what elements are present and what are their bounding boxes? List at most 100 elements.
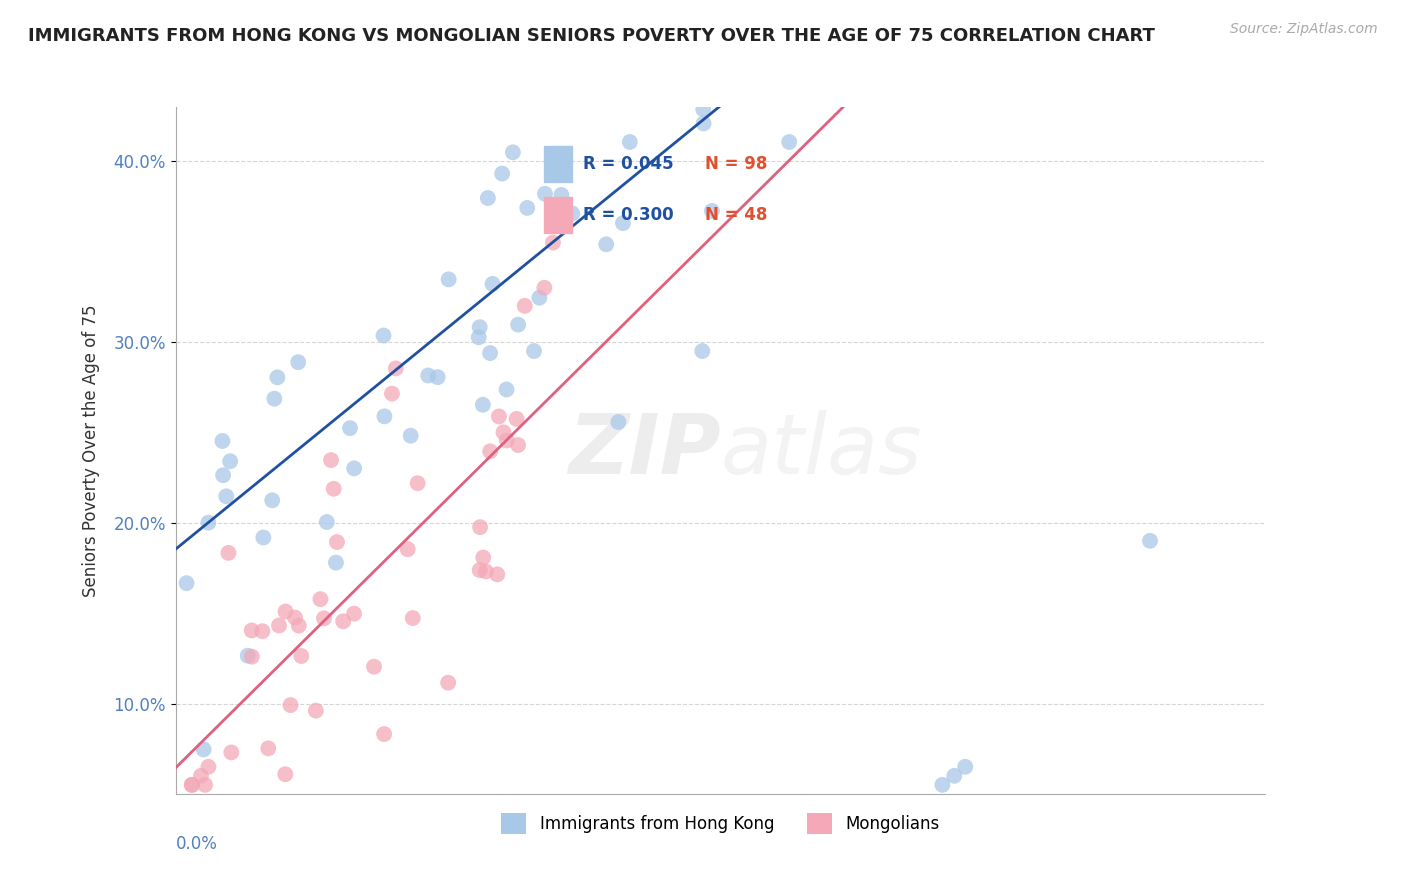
Point [343, 607, 366, 621]
Point [477, 72, 499, 87]
Point [373, 727, 395, 741]
Point [437, 272, 460, 286]
Point [288, 618, 311, 632]
Point [274, 767, 297, 781]
Point [219, 454, 242, 468]
Point [267, 618, 290, 632]
Point [508, 318, 530, 332]
Text: Source: ZipAtlas.com: Source: ZipAtlas.com [1230, 22, 1378, 37]
Point [714, 6, 737, 21]
Point [240, 624, 263, 638]
Point [319, 453, 342, 467]
Point [1139, 533, 1161, 548]
Point [236, 648, 259, 663]
Point [619, 135, 641, 149]
Point [326, 535, 349, 549]
Point [533, 281, 555, 295]
Point [312, 611, 335, 625]
Point [176, 576, 198, 591]
Point [194, 778, 217, 792]
Point [477, 191, 499, 205]
Point [252, 531, 274, 545]
Point [197, 516, 219, 530]
Point [931, 778, 953, 792]
Point [252, 624, 274, 639]
Point [217, 546, 239, 560]
Point [505, 412, 527, 426]
Point [943, 769, 966, 783]
Point [479, 444, 502, 458]
Point [513, 299, 536, 313]
Point [495, 383, 517, 397]
Point [343, 461, 366, 475]
Point [426, 370, 449, 384]
Point [673, 26, 696, 40]
Point [322, 482, 344, 496]
Point [373, 409, 395, 424]
Point [406, 476, 429, 491]
Point [502, 145, 524, 160]
Point [381, 386, 404, 401]
Point [700, 203, 723, 218]
Point [678, 92, 700, 106]
Point [468, 563, 491, 577]
Point [475, 565, 498, 579]
Point [332, 615, 354, 629]
Point [240, 649, 263, 664]
Point [488, 409, 510, 424]
Point [274, 605, 297, 619]
Point [284, 610, 307, 624]
Point [654, 23, 676, 37]
Point [257, 741, 280, 756]
Point [193, 742, 215, 756]
Point [778, 135, 800, 149]
Point [692, 344, 714, 359]
Point [692, 103, 714, 117]
Point [280, 698, 302, 712]
Point [486, 567, 509, 582]
Point [491, 167, 513, 181]
Text: atlas: atlas [721, 410, 922, 491]
Point [418, 368, 440, 383]
Point [181, 778, 204, 792]
Point [481, 277, 503, 291]
Point [550, 187, 572, 202]
Point [437, 675, 460, 690]
Legend: Immigrants from Hong Kong, Mongolians: Immigrants from Hong Kong, Mongolians [495, 807, 946, 840]
Point [190, 769, 212, 783]
Point [396, 542, 419, 557]
Point [325, 556, 347, 570]
Point [468, 520, 491, 534]
Point [197, 760, 219, 774]
Point [534, 186, 557, 201]
Y-axis label: Seniors Poverty Over the Age of 75: Seniors Poverty Over the Age of 75 [82, 304, 100, 597]
Point [612, 216, 634, 230]
Point [523, 344, 546, 359]
Point [399, 428, 422, 442]
Point [385, 361, 408, 376]
Point [305, 704, 328, 718]
Point [541, 235, 564, 250]
Point [472, 550, 495, 565]
Point [569, 21, 592, 36]
Point [492, 425, 515, 440]
Point [266, 370, 288, 384]
Point [471, 398, 494, 412]
Point [506, 438, 529, 452]
Point [607, 415, 630, 429]
Point [495, 434, 517, 448]
Point [221, 745, 243, 759]
Point [799, 0, 821, 8]
Text: ZIP: ZIP [568, 410, 721, 491]
Point [262, 493, 284, 508]
Point [287, 355, 309, 369]
Point [211, 434, 233, 448]
Point [215, 489, 238, 503]
Point [263, 392, 285, 406]
Point [529, 291, 551, 305]
Point [180, 778, 202, 792]
Point [479, 346, 502, 360]
Point [363, 659, 385, 673]
Point [212, 468, 235, 483]
Point [692, 116, 714, 130]
